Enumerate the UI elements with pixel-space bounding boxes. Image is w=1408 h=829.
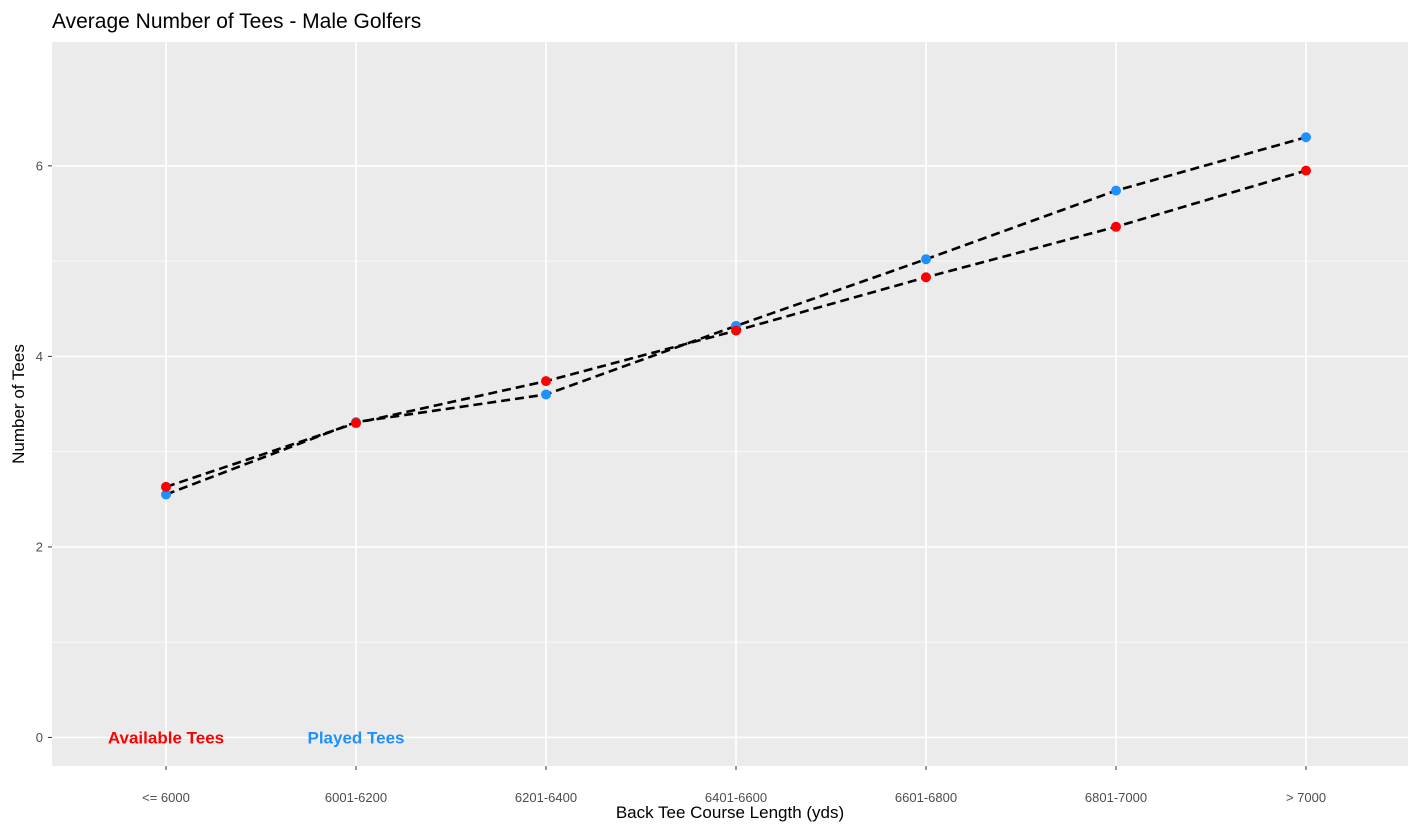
data-point xyxy=(541,389,551,400)
data-point xyxy=(921,272,931,283)
y-axis: 0 2 4 6 xyxy=(36,158,52,745)
plot-panel xyxy=(52,42,1408,766)
y-tick-label: 2 xyxy=(36,539,43,554)
annotation-label: Played Tees xyxy=(307,728,404,747)
x-tick-label: 6001-6200 xyxy=(325,790,387,805)
data-point xyxy=(351,418,361,429)
x-tick-label: 6401-6600 xyxy=(705,790,767,805)
data-point xyxy=(541,376,551,387)
x-tick-label: > 7000 xyxy=(1286,790,1326,805)
data-point xyxy=(161,481,171,492)
annotation-label: Available Tees xyxy=(108,728,224,747)
x-tick-label: 6801-7000 xyxy=(1085,790,1147,805)
series-points xyxy=(161,132,1311,500)
chart-title: Average Number of Tees - Male Golfers xyxy=(52,10,421,33)
y-tick-label: 6 xyxy=(36,158,43,173)
data-point xyxy=(1111,221,1121,232)
x-axis: <= 6000 6001-6200 6201-6400 6401-6600 6601-6… xyxy=(142,766,1326,805)
data-point xyxy=(1301,165,1311,176)
data-point xyxy=(161,489,171,500)
annotations: Available Tees Played Tees xyxy=(108,728,405,747)
x-tick-label: 6201-6400 xyxy=(515,790,577,805)
data-point xyxy=(921,254,931,265)
data-point xyxy=(731,325,741,336)
y-tick-label: 4 xyxy=(36,349,43,364)
data-point xyxy=(1301,132,1311,143)
major-gridlines xyxy=(52,42,1408,766)
y-tick-label: 0 xyxy=(36,730,43,745)
x-axis-title: Back Tee Course Length (yds) xyxy=(616,803,844,822)
x-tick-label: 6601-6800 xyxy=(895,790,957,805)
data-point xyxy=(1111,185,1121,196)
x-tick-label: <= 6000 xyxy=(142,790,190,805)
y-axis-title: Number of Tees xyxy=(9,344,28,464)
